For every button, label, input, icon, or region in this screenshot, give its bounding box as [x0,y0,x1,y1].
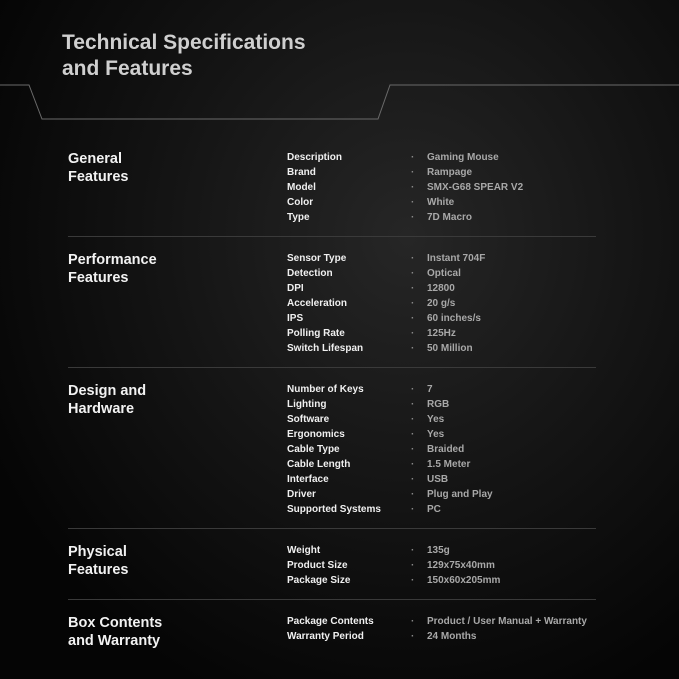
section-divider [68,599,596,600]
spec-value: RGB [427,399,450,410]
spec-value: SMX-G68 SPEAR V2 [427,182,524,193]
spec-value: Product / User Manual + Warranty [427,616,587,627]
bullet: · [411,575,415,586]
bullet: · [411,253,415,264]
bullet: · [411,298,415,309]
spec-label: Detection [287,268,333,279]
spec-value: White [427,197,455,208]
spec-label: Description [287,152,343,163]
bullet: · [411,197,415,208]
spec-label: Ergonomics [287,429,345,440]
spec-label: Product Size [287,560,348,571]
spec-value: 135g [427,545,450,556]
section-title: Performance Features [68,252,157,286]
spec-label: DPI [287,283,304,294]
spec-label: Polling Rate [287,328,345,339]
bullet: · [411,152,415,163]
bullet: · [411,212,415,223]
spec-value: Gaming Mouse [427,152,499,163]
spec-label: Cable Length [287,459,351,470]
spec-value: 20 g/s [427,298,456,309]
spec-value: Yes [427,414,445,425]
spec-value: 125Hz [427,328,456,339]
spec-value: Rampage [427,167,473,178]
spec-label: Cable Type [287,444,340,455]
spec-value: 12800 [427,283,455,294]
bullet: · [411,268,415,279]
spec-label: Brand [287,167,316,178]
spec-value: 1.5 Meter [427,459,471,470]
bullet: · [411,414,415,425]
spec-value: 24 Months [427,631,477,642]
spec-value: 7D Macro [427,212,473,223]
spec-label: Color [287,197,314,208]
spec-label: Weight [287,545,321,556]
spec-label: Type [287,212,310,223]
spec-label: Lighting [287,399,327,410]
spec-value: USB [427,474,449,485]
section-divider [68,367,596,368]
spec-label: Supported Systems [287,504,381,515]
bullet: · [411,545,415,556]
spec-label: Software [287,414,330,425]
spec-label: Acceleration [287,298,348,309]
spec-value: Instant 704F [427,253,486,264]
spec-value: Optical [427,268,461,279]
bullet: · [411,283,415,294]
bullet: · [411,328,415,339]
section-divider [68,528,596,529]
bullet: · [411,459,415,470]
spec-value: Braided [427,444,465,455]
spec-value: 129x75x40mm [427,560,495,571]
spec-label: Package Contents [287,616,374,627]
spec-label: Number of Keys [287,384,364,395]
bullet: · [411,384,415,395]
bullet: · [411,474,415,485]
bullet: · [411,489,415,500]
bullet: · [411,631,415,642]
spec-value: 50 Million [427,343,473,354]
bullet: · [411,399,415,410]
spec-value: Yes [427,429,445,440]
bullet: · [411,313,415,324]
section-title: Box Contents and Warranty [68,615,163,649]
spec-label: Warranty Period [287,631,364,642]
bullet: · [411,444,415,455]
spec-label: Interface [287,474,329,485]
spec-value: 150x60x205mm [427,575,501,586]
spec-label: Driver [287,489,316,500]
section-title: General Features [68,151,129,185]
bullet: · [411,429,415,440]
spec-value: 60 inches/s [427,313,481,324]
spec-label: IPS [287,313,304,324]
section-divider [68,236,596,237]
section-title: Physical Features [68,544,129,578]
bullet: · [411,560,415,571]
bullet: · [411,343,415,354]
spec-value: 7 [427,384,433,395]
spec-label: Model [287,182,316,193]
bullet: · [411,616,415,627]
section-title: Design and Hardware [68,383,147,417]
spec-value: Plug and Play [427,489,493,500]
bullet: · [411,504,415,515]
spec-value: PC [427,504,441,515]
page-title: Technical Specifications and Features [62,31,306,80]
spec-label: Package Size [287,575,351,586]
spec-label: Switch Lifespan [287,343,364,354]
bullet: · [411,167,415,178]
bullet: · [411,182,415,193]
spec-label: Sensor Type [287,253,347,264]
